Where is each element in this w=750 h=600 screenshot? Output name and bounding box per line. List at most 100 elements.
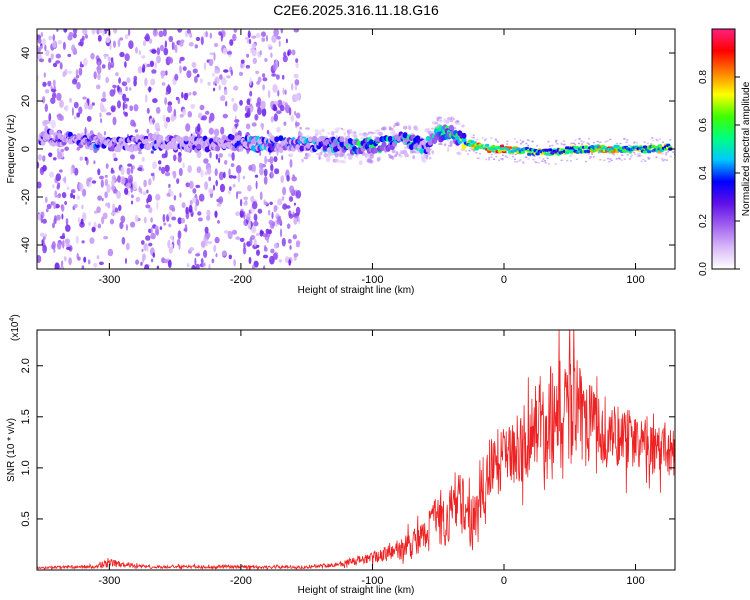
heatmap-cell [42, 120, 48, 127]
heatmap-cell [584, 152, 587, 155]
heatmap-cell [174, 44, 178, 53]
heatmap-cell [659, 138, 661, 141]
heatmap-cell [177, 217, 183, 225]
heatmap-cell [535, 152, 540, 156]
heatmap-cell [351, 132, 355, 137]
heatmap-cell [79, 61, 83, 67]
heatmap-cell [285, 38, 288, 44]
heatmap-cell [288, 153, 293, 158]
heatmap-cell [520, 150, 526, 154]
heatmap-cell [107, 248, 114, 257]
heatmap-cell [251, 201, 258, 210]
heatmap-cell [87, 104, 93, 110]
heatmap-cell [199, 78, 204, 84]
heatmap-cell [327, 153, 331, 158]
heatmap-cell [247, 184, 252, 192]
heatmap-cell [362, 134, 368, 138]
heatmap-cell [57, 151, 63, 160]
heatmap-cell [76, 82, 81, 90]
heatmap-cell [185, 123, 191, 132]
heatmap-cell [167, 239, 171, 249]
heatmap-cell [479, 152, 481, 155]
heatmap-cell [164, 172, 171, 177]
heatmap-cell [129, 105, 134, 112]
heatmap-cell [91, 102, 95, 106]
heatmap-cell [425, 146, 431, 153]
heatmap-cell [99, 102, 104, 110]
heatmap-cell [312, 135, 318, 142]
heatmap-cell [490, 137, 493, 139]
heatmap-cell [262, 233, 268, 238]
heatmap-cell [271, 211, 274, 220]
heatmap-cell [91, 226, 96, 233]
heatmap-cell [105, 76, 109, 84]
heatmap-cell [207, 81, 211, 86]
heatmap-cell [343, 132, 347, 136]
heatmap-cell [570, 142, 573, 145]
heatmap-cell [156, 128, 161, 132]
heatmap-cell [101, 216, 105, 225]
heatmap-cell [62, 71, 66, 78]
heatmap-cell [295, 112, 301, 119]
heatmap-cell [42, 155, 46, 162]
heatmap-cell [73, 204, 78, 208]
heatmap-cell [85, 34, 88, 39]
heatmap-cell [124, 53, 130, 62]
heatmap-cell [563, 140, 566, 142]
heatmap-cell [472, 150, 475, 152]
heatmap-cell [130, 119, 136, 127]
heatmap-cell [537, 162, 540, 164]
heatmap-cell [367, 158, 373, 163]
heatmap-cell [162, 214, 166, 223]
heatmap-cell [172, 170, 177, 179]
heatmap-cell [137, 66, 142, 74]
heatmap-cell [221, 250, 227, 257]
heatmap-cell [291, 83, 294, 91]
heatmap-cell [207, 240, 213, 245]
heatmap-cell [263, 168, 268, 177]
heatmap-cell [84, 101, 89, 110]
heatmap-cell [69, 97, 72, 103]
heatmap-cell [257, 76, 262, 83]
heatmap-cell [248, 256, 252, 265]
heatmap-cell [260, 100, 266, 110]
heatmap-cell [44, 44, 47, 52]
heatmap-cell [127, 29, 131, 36]
heatmap-cell [593, 142, 595, 144]
heatmap-cell [201, 115, 207, 121]
heatmap-cell [232, 103, 238, 112]
heatmap-cell [430, 127, 434, 130]
snr-y-ticks: 0.5 1.0 1.5 2.0 [20, 358, 675, 527]
heatmap-cell [358, 133, 364, 136]
heatmap-cell [254, 215, 258, 222]
heatmap-cell [181, 202, 186, 209]
heatmap-cell [343, 154, 347, 160]
heatmap-cell [261, 37, 266, 42]
heatmap-cell [569, 155, 572, 157]
heatmap-cell [231, 97, 235, 102]
heatmap-cell [669, 139, 672, 141]
heatmap-cell [242, 247, 247, 255]
heatmap-cell [275, 74, 280, 80]
heatmap-cell [98, 261, 104, 266]
heatmap-cell [152, 29, 158, 37]
heatmap-cell [298, 216, 301, 225]
heatmap-cell [198, 193, 205, 202]
x-tick-label: 0 [501, 274, 507, 286]
heatmap-cell [195, 263, 200, 269]
heatmap-cell [613, 154, 616, 156]
heatmap-cell [59, 169, 63, 173]
heatmap-cell [253, 164, 256, 173]
heatmap-cell [258, 162, 264, 169]
heatmap-cell [445, 119, 450, 124]
heatmap-cell [228, 254, 232, 260]
heatmap-cell [42, 81, 47, 87]
heatmap-cell [269, 256, 272, 260]
heatmap-cell [248, 165, 253, 171]
heatmap-cell [566, 159, 569, 162]
heatmap-cell [640, 155, 642, 157]
heatmap-cell [184, 224, 188, 233]
heatmap-cell [472, 136, 475, 139]
heatmap-cell [182, 66, 187, 71]
heatmap-cell [110, 105, 116, 112]
